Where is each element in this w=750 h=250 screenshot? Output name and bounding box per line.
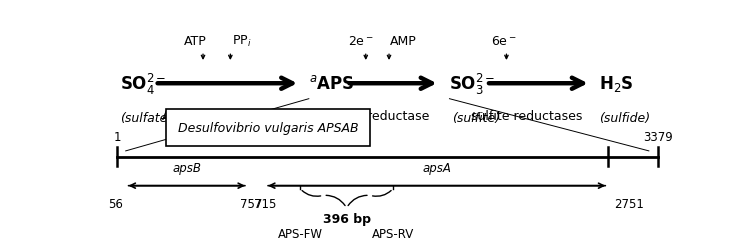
Text: 715: 715 (254, 198, 276, 210)
Text: 2751: 2751 (614, 198, 644, 210)
Text: apsA: apsA (422, 162, 451, 174)
Text: 3379: 3379 (643, 131, 673, 143)
Text: 6e$^-$: 6e$^-$ (490, 35, 517, 48)
Text: 56: 56 (108, 198, 123, 210)
Text: (sulfate): (sulfate) (120, 111, 172, 124)
Text: AMP: AMP (390, 35, 417, 48)
Text: SO$_4^{2-}$: SO$_4^{2-}$ (120, 72, 166, 96)
Text: (sulfite): (sulfite) (452, 111, 500, 124)
Text: 1: 1 (113, 131, 121, 143)
Text: 2e$^-$: 2e$^-$ (348, 35, 374, 48)
Text: APS-FW: APS-FW (278, 227, 322, 240)
Text: (sulfide): (sulfide) (599, 111, 650, 124)
Text: PP$_i$: PP$_i$ (232, 34, 252, 49)
Text: APS reductase: APS reductase (339, 109, 430, 122)
Text: $^a$APS: $^a$APS (309, 75, 355, 93)
Text: sulfite reductases: sulfite reductases (471, 109, 583, 122)
FancyBboxPatch shape (166, 110, 370, 146)
Text: APS-RV: APS-RV (372, 227, 414, 240)
Text: 757: 757 (240, 198, 262, 210)
Text: ATP sulfurylase: ATP sulfurylase (163, 109, 257, 122)
Text: SO$_3^{2-}$: SO$_3^{2-}$ (449, 72, 496, 96)
Text: apsB: apsB (172, 162, 201, 174)
Text: Desulfovibrio vulgaris APSAB: Desulfovibrio vulgaris APSAB (178, 122, 358, 135)
Text: H$_2$S: H$_2$S (599, 74, 634, 94)
Text: 396 bp: 396 bp (322, 212, 370, 225)
Text: ATP: ATP (184, 35, 207, 48)
